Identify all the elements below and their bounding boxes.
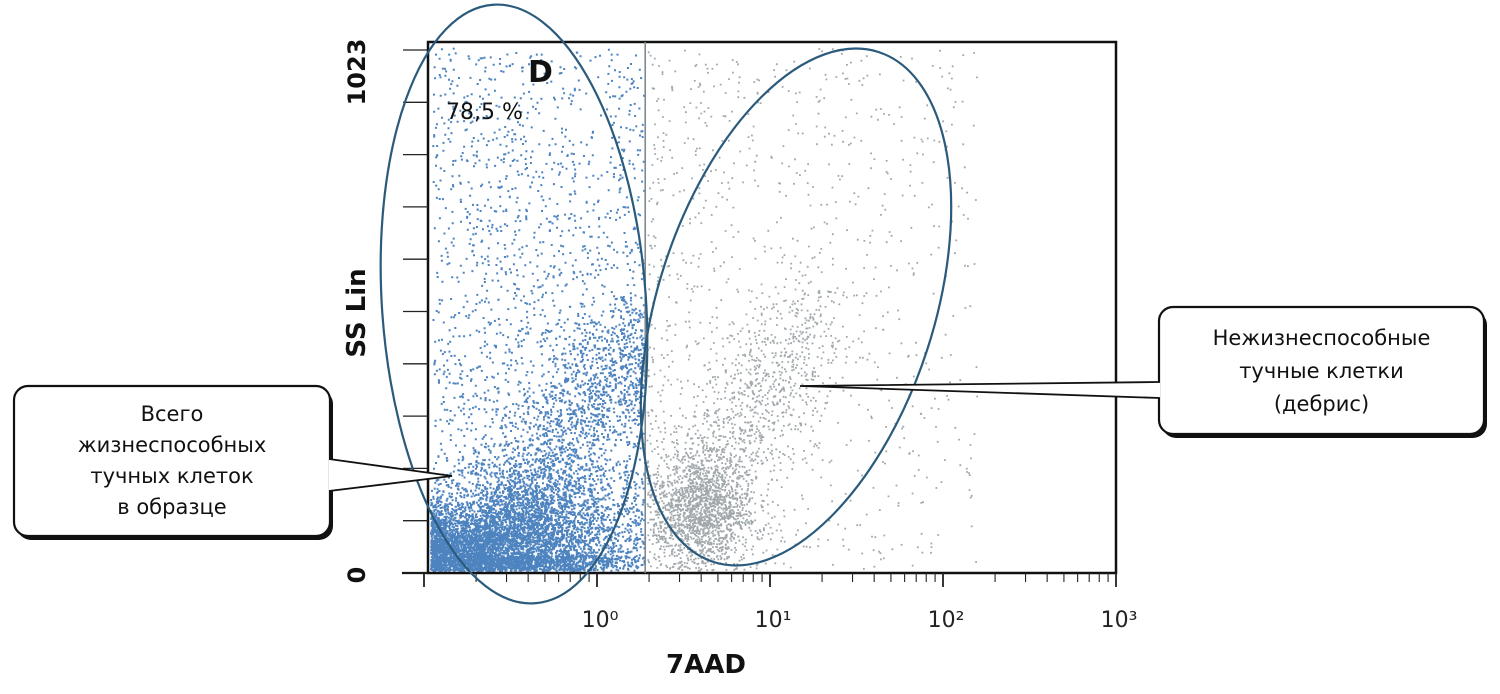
callout-pointer [328, 458, 453, 492]
x-tick-label: 10¹ [755, 608, 792, 633]
callout-box [1157, 305, 1486, 436]
x-tick-label: 10⁰ [582, 608, 619, 633]
callout-viable: Всего жизнеспособных тучных клеток в образц… [12, 384, 453, 540]
callout-nonviable: Нежизнеспособные тучные клетки (дебрис) [799, 305, 1487, 438]
callout-pointer [799, 381, 1161, 399]
nonviable-gate-ellipse [639, 47, 953, 567]
viable-points [430, 47, 647, 573]
gate-percent: 78,5 % [446, 100, 523, 125]
callout-line: Всего [141, 402, 204, 426]
x-tick-label: 10³ [1101, 608, 1138, 633]
callout-pointer-fill [800, 382, 1160, 398]
callout-line: (дебрис) [1274, 392, 1369, 416]
callout-line: жизнеспособных [78, 433, 267, 457]
callout-line: тучные клетки [1239, 359, 1404, 383]
y-tick-label: 0 [343, 567, 371, 584]
nonviable-points [646, 48, 979, 572]
chart-decor [402, 40, 1118, 587]
scatter-points [430, 47, 979, 573]
callout-pointer-fill [329, 459, 452, 491]
gate-ellipses [379, 3, 953, 605]
callouts: Всего жизнеспособных тучных клеток в образц… [12, 305, 1487, 540]
callout-line: в образце [117, 495, 226, 519]
chart-text: 10⁰ 10¹ 10² 10³ 0 1023 7AAD SS Lin D78,5 % [342, 39, 1137, 680]
callout-line: Нежизнеспособные [1213, 326, 1431, 350]
y-axis-label: SS Lin [342, 268, 372, 357]
y-tick-label: 1023 [343, 39, 371, 106]
callout-line: тучных клеток [90, 464, 253, 488]
x-ticks [423, 573, 1117, 587]
x-tick-label: 10² [928, 608, 965, 633]
x-axis-label: 7AAD [666, 650, 746, 680]
plot-frame [426, 40, 1118, 575]
gate-name: D [528, 55, 553, 90]
viable-gate-ellipse [379, 3, 649, 605]
